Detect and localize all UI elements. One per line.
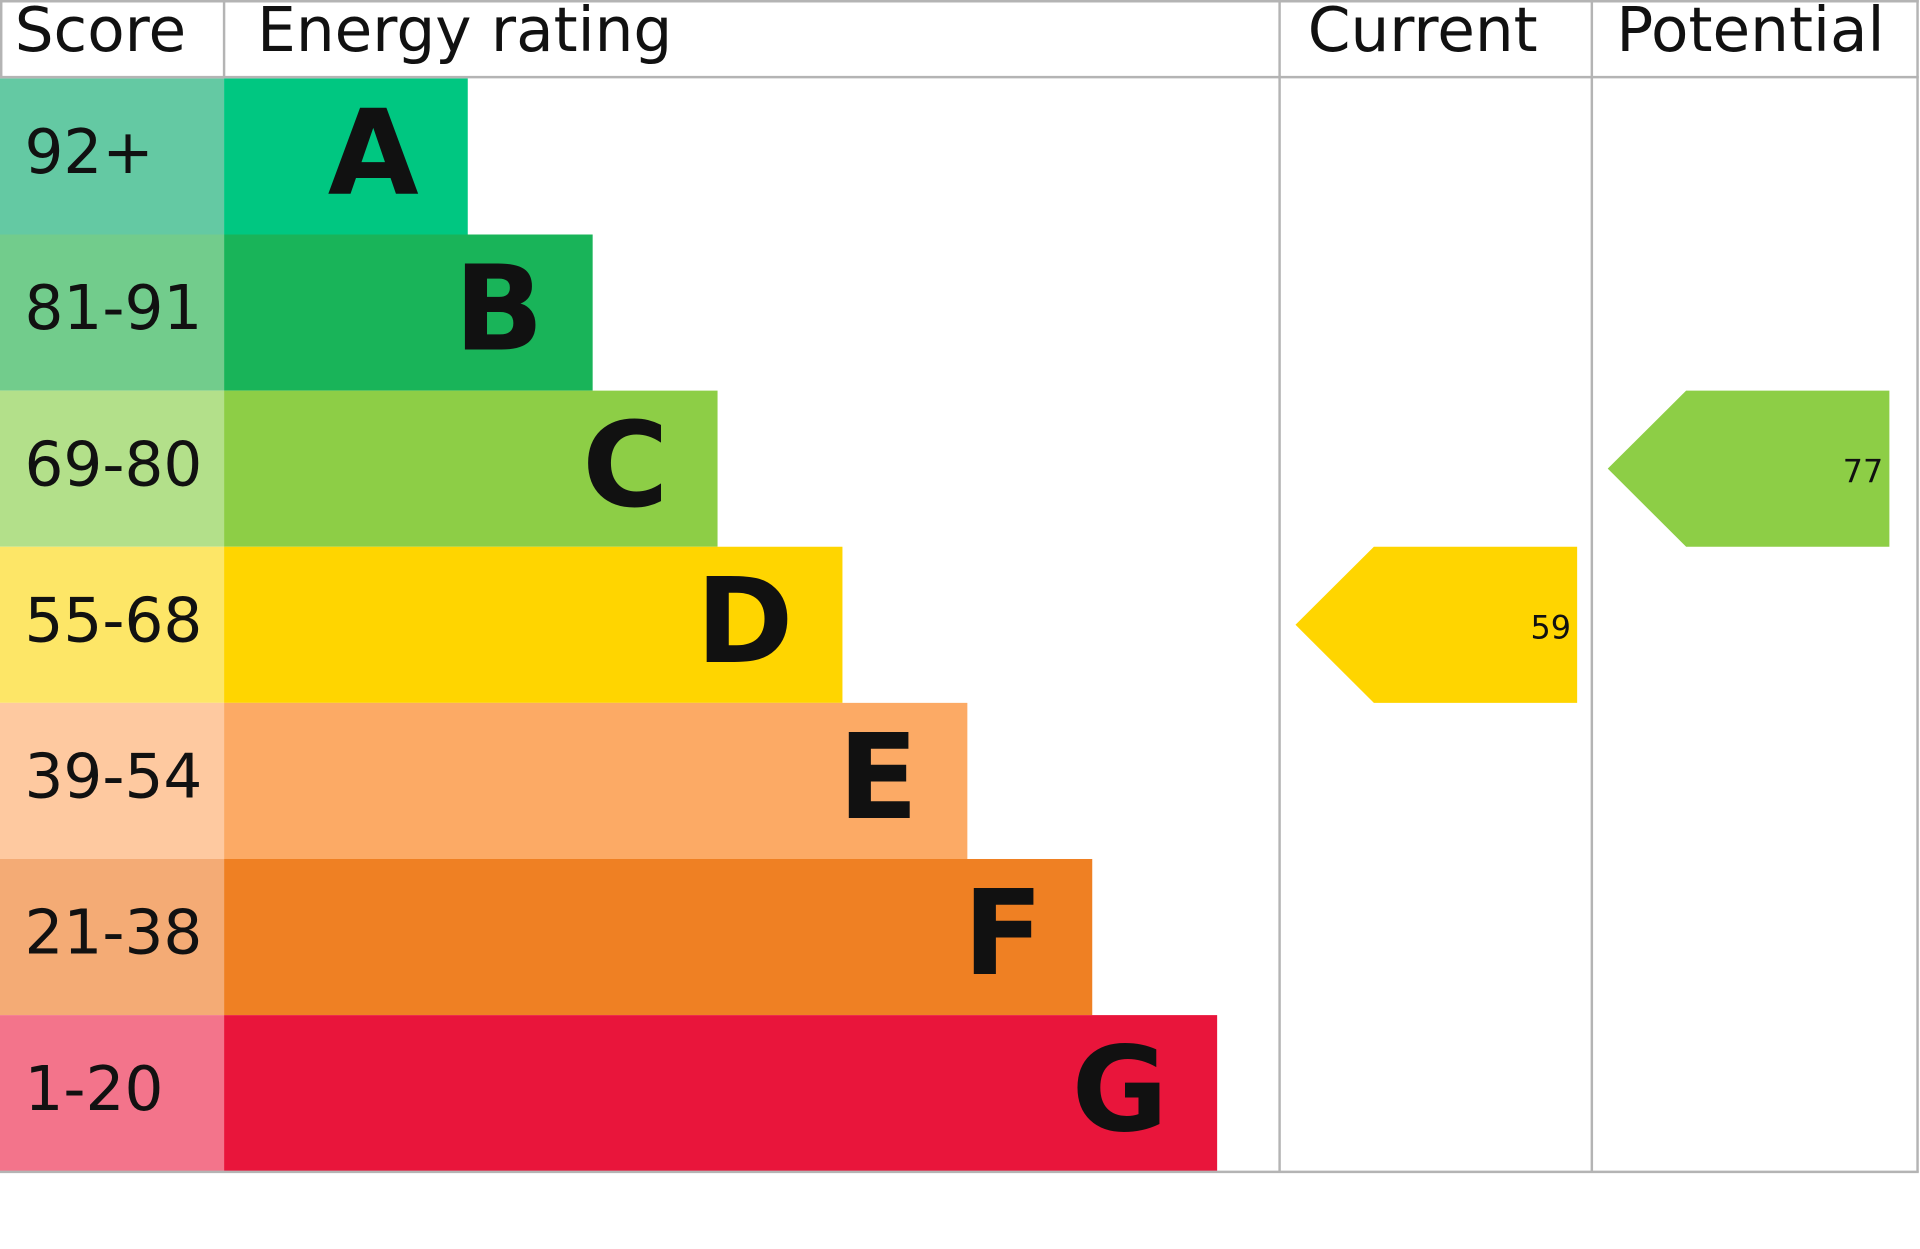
rating-bar bbox=[224, 546, 843, 703]
rating-letter: G bbox=[1072, 1021, 1168, 1158]
header-current: Current bbox=[1308, 0, 1538, 66]
score-label: 69-80 bbox=[24, 429, 202, 500]
score-cell bbox=[0, 234, 225, 391]
rating-letter: E bbox=[838, 709, 918, 846]
rating-letter: D bbox=[696, 553, 794, 690]
header-rating: Energy rating bbox=[257, 0, 672, 66]
header-score: Score bbox=[15, 0, 186, 66]
rating-bar bbox=[224, 390, 718, 547]
potential-value: 77 bbox=[1843, 453, 1884, 491]
potential-arrow bbox=[1607, 390, 1890, 547]
rating-bar bbox=[224, 78, 468, 235]
rating-letter: F bbox=[963, 865, 1043, 1002]
rating-bar bbox=[224, 702, 968, 859]
score-label: 39-54 bbox=[24, 742, 202, 813]
score-label: 1-20 bbox=[24, 1054, 163, 1125]
score-cell bbox=[0, 78, 225, 235]
score-label: 55-68 bbox=[24, 585, 202, 656]
rating-bar bbox=[224, 1015, 1218, 1172]
score-cell bbox=[0, 390, 225, 547]
rating-bar bbox=[224, 858, 1093, 1016]
score-cell bbox=[0, 546, 225, 703]
rating-bar bbox=[224, 234, 593, 391]
score-label: 81-91 bbox=[24, 273, 202, 344]
rating-letter: A bbox=[328, 85, 419, 222]
current-value: 59 bbox=[1531, 609, 1572, 647]
current-arrow bbox=[1295, 546, 1578, 703]
score-cell bbox=[0, 1015, 225, 1172]
header-potential: Potential bbox=[1616, 0, 1884, 66]
score-cell bbox=[0, 858, 225, 1016]
score-label: 21-38 bbox=[24, 898, 202, 969]
score-label: 92+ bbox=[24, 117, 153, 188]
frame bbox=[0, 0, 1919, 1174]
rating-letter: B bbox=[454, 241, 544, 378]
score-cell bbox=[0, 702, 225, 859]
rating-letter: C bbox=[582, 397, 668, 534]
